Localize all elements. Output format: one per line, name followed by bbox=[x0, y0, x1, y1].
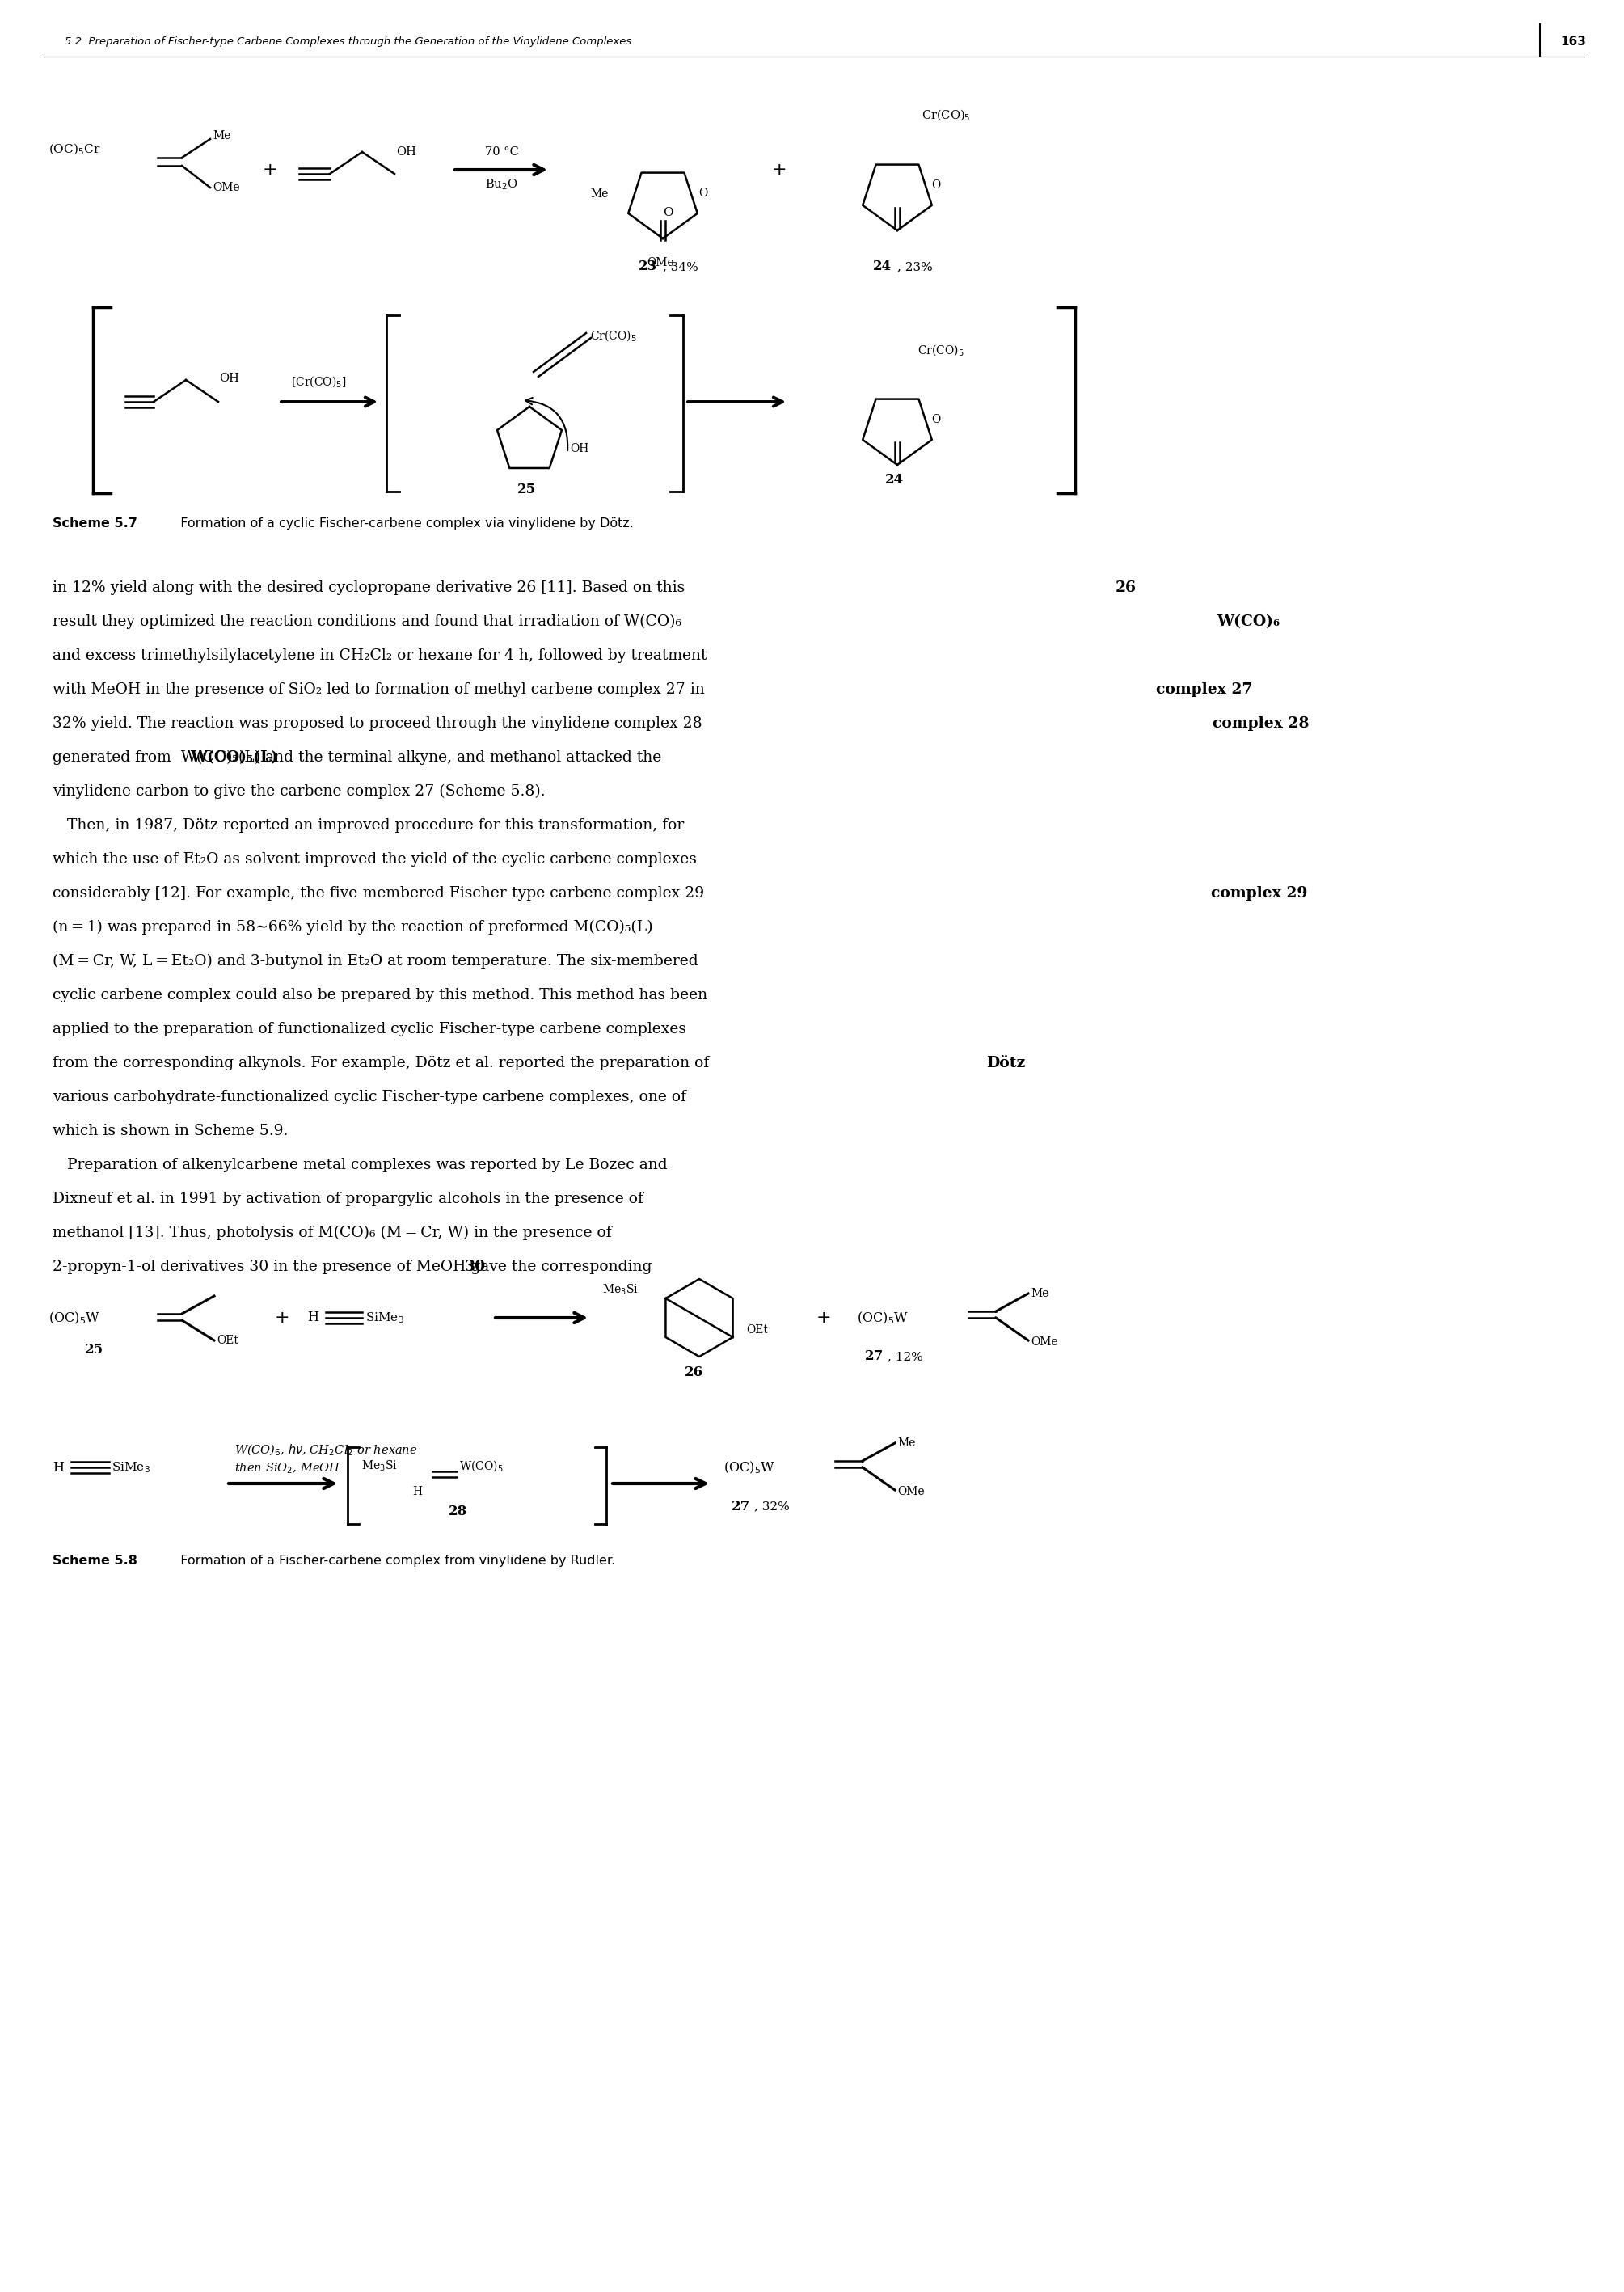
Text: 27: 27 bbox=[866, 1350, 883, 1364]
Text: (OC)$_5$W: (OC)$_5$W bbox=[723, 1460, 775, 1476]
Text: various carbohydrate-functionalized cyclic Fischer-type carbene complexes, one o: various carbohydrate-functionalized cycl… bbox=[52, 1089, 687, 1105]
Text: W(CO)₅(L): W(CO)₅(L) bbox=[190, 749, 278, 766]
Text: 24: 24 bbox=[885, 472, 905, 486]
Text: generated from  W(CO)₅(L) and the terminal alkyne, and methanol attacked the: generated from W(CO)₅(L) and the termina… bbox=[52, 749, 661, 766]
Text: 27: 27 bbox=[731, 1499, 750, 1513]
Text: considerably [12]. For example, the five-membered Fischer-type carbene complex 2: considerably [12]. For example, the five… bbox=[52, 887, 705, 901]
Text: 23: 23 bbox=[638, 259, 658, 273]
Text: 2-propyn-1-ol derivatives 30 in the presence of MeOH gave the corresponding: 2-propyn-1-ol derivatives 30 in the pres… bbox=[52, 1261, 651, 1274]
Text: , 12%: , 12% bbox=[888, 1350, 922, 1361]
Text: OH: OH bbox=[396, 147, 416, 158]
Text: Me: Me bbox=[898, 1437, 916, 1449]
Text: 70 °C: 70 °C bbox=[486, 147, 518, 158]
Text: Cr(CO)$_5$: Cr(CO)$_5$ bbox=[918, 344, 965, 358]
Text: (n = 1) was prepared in 58∼66% yield by the reaction of preformed M(CO)₅(L): (n = 1) was prepared in 58∼66% yield by … bbox=[52, 919, 653, 935]
Text: Dixneuf et al. in 1991 by activation of propargylic alcohols in the presence of: Dixneuf et al. in 1991 by activation of … bbox=[52, 1192, 643, 1206]
Text: 32% yield. The reaction was proposed to proceed through the vinylidene complex 2: 32% yield. The reaction was proposed to … bbox=[52, 717, 702, 731]
Text: 25: 25 bbox=[84, 1343, 104, 1357]
Text: 28: 28 bbox=[448, 1506, 468, 1520]
Text: Dötz: Dötz bbox=[986, 1057, 1025, 1070]
Text: OMe: OMe bbox=[213, 181, 240, 193]
Text: Me: Me bbox=[590, 188, 609, 199]
Text: from the corresponding alkynols. For example, Dötz et al. reported the preparati: from the corresponding alkynols. For exa… bbox=[52, 1057, 710, 1070]
Text: result they optimized the reaction conditions and found that irradiation of W(CO: result they optimized the reaction condi… bbox=[52, 614, 682, 630]
Text: W(CO)$_5$: W(CO)$_5$ bbox=[460, 1458, 503, 1474]
Text: OH: OH bbox=[219, 374, 239, 385]
Text: (OC)$_5$W: (OC)$_5$W bbox=[857, 1311, 908, 1325]
Text: OMe: OMe bbox=[898, 1485, 924, 1497]
Text: 163: 163 bbox=[1561, 37, 1587, 48]
Text: Me$_3$Si: Me$_3$Si bbox=[361, 1458, 398, 1474]
Text: (OC)$_5$W: (OC)$_5$W bbox=[49, 1311, 101, 1325]
Text: with MeOH in the presence of SiO₂ led to formation of methyl carbene complex 27 : with MeOH in the presence of SiO₂ led to… bbox=[52, 683, 705, 697]
Text: Me: Me bbox=[213, 131, 231, 142]
Text: O: O bbox=[932, 179, 940, 190]
Text: Scheme 5.7: Scheme 5.7 bbox=[52, 518, 138, 529]
Text: H: H bbox=[52, 1460, 63, 1474]
Text: 25: 25 bbox=[518, 481, 536, 495]
Text: +: + bbox=[817, 1309, 831, 1325]
Text: Formation of a cyclic Fischer-carbene complex via vinylidene by Dötz.: Formation of a cyclic Fischer-carbene co… bbox=[172, 518, 633, 529]
Text: 26: 26 bbox=[685, 1366, 703, 1380]
Text: and excess trimethylsilylacetylene in CH₂Cl₂ or hexane for 4 h, followed by trea: and excess trimethylsilylacetylene in CH… bbox=[52, 649, 706, 662]
Text: methanol [13]. Thus, photolysis of M(CO)₆ (M = Cr, W) in the presence of: methanol [13]. Thus, photolysis of M(CO)… bbox=[52, 1226, 612, 1240]
Text: [Cr(CO)$_5$]: [Cr(CO)$_5$] bbox=[291, 374, 346, 390]
Text: complex 29: complex 29 bbox=[1212, 887, 1307, 901]
Text: W(CO)₆: W(CO)₆ bbox=[1216, 614, 1280, 628]
Text: 24: 24 bbox=[874, 259, 892, 273]
Text: SiMe$_3$: SiMe$_3$ bbox=[365, 1311, 404, 1325]
Text: +: + bbox=[771, 163, 788, 179]
Text: Me: Me bbox=[1031, 1288, 1049, 1300]
Text: Me$_3$Si: Me$_3$Si bbox=[603, 1284, 638, 1297]
Text: applied to the preparation of functionalized cyclic Fischer-type carbene complex: applied to the preparation of functional… bbox=[52, 1022, 687, 1036]
Text: 26: 26 bbox=[1116, 580, 1137, 596]
Text: in 12% yield along with the desired cyclopropane derivative 26 [11]. Based on th: in 12% yield along with the desired cycl… bbox=[52, 580, 685, 596]
Text: Formation of a Fischer-carbene complex from vinylidene by Rudler.: Formation of a Fischer-carbene complex f… bbox=[172, 1554, 615, 1568]
Text: O: O bbox=[698, 188, 708, 199]
Text: Then, in 1987, Dötz reported an improved procedure for this transformation, for: Then, in 1987, Dötz reported an improved… bbox=[52, 818, 684, 832]
Text: H: H bbox=[412, 1485, 422, 1497]
Text: Preparation of alkenylcarbene metal complexes was reported by Le Bozec and: Preparation of alkenylcarbene metal comp… bbox=[52, 1157, 667, 1171]
Text: OMe: OMe bbox=[646, 257, 674, 268]
Text: +: + bbox=[274, 1309, 291, 1325]
Text: OMe: OMe bbox=[1031, 1336, 1057, 1348]
Text: OH: OH bbox=[570, 442, 588, 454]
Text: , 23%: , 23% bbox=[898, 261, 932, 273]
Text: O: O bbox=[663, 206, 672, 218]
Text: (M = Cr, W, L = Et₂O) and 3-butynol in Et₂O at room temperature. The six-membere: (M = Cr, W, L = Et₂O) and 3-butynol in E… bbox=[52, 953, 698, 970]
Text: complex 27: complex 27 bbox=[1156, 683, 1252, 697]
Text: Cr(CO)$_5$: Cr(CO)$_5$ bbox=[921, 108, 971, 124]
Text: H: H bbox=[307, 1311, 318, 1325]
Text: (OC)$_5$Cr: (OC)$_5$Cr bbox=[49, 142, 101, 158]
Text: which the use of Et₂O as solvent improved the yield of the cyclic carbene comple: which the use of Et₂O as solvent improve… bbox=[52, 853, 697, 866]
Text: , 34%: , 34% bbox=[663, 261, 698, 273]
Text: Bu$_2$O: Bu$_2$O bbox=[486, 176, 518, 193]
Text: OEt: OEt bbox=[745, 1325, 768, 1336]
Text: Cr(CO)$_5$: Cr(CO)$_5$ bbox=[590, 328, 637, 344]
Text: Scheme 5.8: Scheme 5.8 bbox=[52, 1554, 138, 1568]
Text: complex 28: complex 28 bbox=[1213, 717, 1309, 731]
Text: , 32%: , 32% bbox=[754, 1501, 789, 1513]
Text: SiMe$_3$: SiMe$_3$ bbox=[112, 1460, 151, 1474]
Text: 5.2  Preparation of Fischer-type Carbene Complexes through the Generation of the: 5.2 Preparation of Fischer-type Carbene … bbox=[65, 37, 632, 48]
Text: vinylidene carbon to give the carbene complex 27 (Scheme 5.8).: vinylidene carbon to give the carbene co… bbox=[52, 784, 546, 800]
Text: cyclic carbene complex could also be prepared by this method. This method has be: cyclic carbene complex could also be pre… bbox=[52, 988, 708, 1002]
Text: then SiO$_2$, MeOH: then SiO$_2$, MeOH bbox=[234, 1460, 341, 1476]
Text: 30: 30 bbox=[464, 1261, 486, 1274]
Text: OEt: OEt bbox=[216, 1334, 239, 1345]
Text: +: + bbox=[263, 163, 278, 179]
Text: which is shown in Scheme 5.9.: which is shown in Scheme 5.9. bbox=[52, 1123, 287, 1139]
Text: W(CO)$_6$, $h\nu$, CH$_2$Cl$_2$ or hexane: W(CO)$_6$, $h\nu$, CH$_2$Cl$_2$ or hexan… bbox=[234, 1444, 417, 1458]
Text: O: O bbox=[932, 415, 940, 424]
